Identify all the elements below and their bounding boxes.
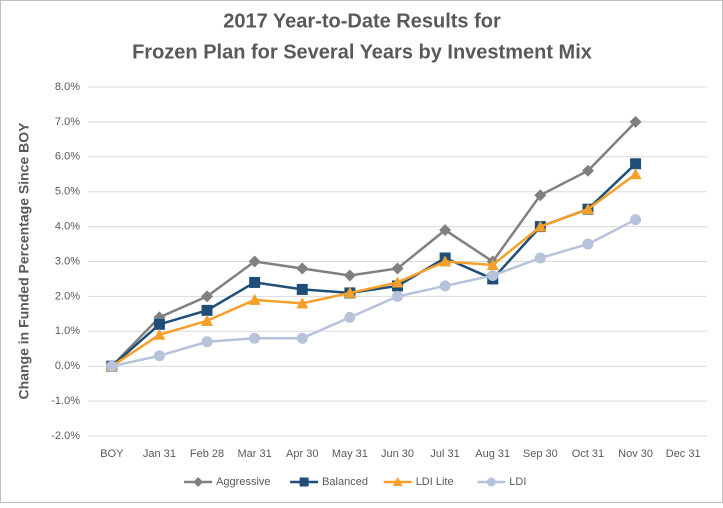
marker (201, 314, 214, 326)
x-tick-label: Nov 30 (618, 448, 653, 460)
marker (487, 269, 499, 281)
marker (439, 280, 451, 292)
marker (296, 283, 308, 295)
marker (106, 360, 118, 372)
x-tick-label: Oct 31 (572, 448, 604, 460)
marker (581, 164, 594, 177)
legend-label: LDI Lite (416, 476, 454, 488)
y-tick-label: 6.0% (55, 151, 80, 163)
x-tick-label: Jan 31 (143, 448, 176, 460)
x-tick-label: Dec 31 (666, 448, 701, 460)
series-line (110, 121, 637, 368)
marker (581, 203, 594, 215)
marker (296, 332, 308, 344)
y-tick-label: 4.0% (55, 221, 80, 233)
marker (582, 238, 594, 250)
y-tick-label: -1.0% (51, 395, 80, 407)
marker (248, 255, 261, 268)
x-tick-label: May 31 (332, 448, 368, 460)
series-line (111, 173, 637, 368)
y-tick-label: 7.0% (55, 116, 80, 128)
y-tick-label: 0.0% (55, 360, 80, 372)
marker (201, 336, 213, 348)
marker (486, 477, 496, 487)
marker (486, 258, 499, 270)
marker (629, 168, 642, 180)
y-tick-label: 5.0% (55, 186, 80, 198)
x-tick-label: BOY (100, 448, 124, 460)
marker (153, 350, 165, 362)
y-axis-label: Change in Funded Percentage Since BOY (16, 122, 32, 400)
marker (391, 262, 404, 275)
marker (392, 477, 403, 486)
chart-title: 2017 Year-to-Date Results for (223, 10, 501, 32)
marker (201, 290, 214, 303)
marker (249, 332, 261, 344)
x-tick-label: Aug 31 (475, 448, 510, 460)
legend-label: LDI (509, 476, 526, 488)
marker (629, 115, 642, 128)
marker (534, 189, 547, 202)
marker (296, 262, 309, 275)
y-tick-label: -2.0% (51, 430, 80, 442)
marker (296, 297, 309, 309)
marker (249, 276, 261, 288)
marker (343, 286, 356, 298)
marker (299, 477, 309, 487)
y-tick-label: 1.0% (55, 325, 80, 337)
x-tick-label: Apr 30 (286, 448, 318, 460)
y-tick-label: 3.0% (55, 255, 80, 267)
series-line (111, 218, 637, 368)
marker (534, 252, 546, 264)
marker (392, 290, 403, 302)
legend-label: Balanced (322, 476, 368, 488)
x-tick-label: Jul 31 (430, 448, 459, 460)
x-tick-label: Feb 28 (190, 448, 224, 460)
legend-label: Aggressive (216, 476, 270, 488)
marker (343, 269, 356, 282)
x-tick-label: Mar 31 (238, 448, 272, 460)
marker (201, 304, 213, 316)
x-tick-label: Sep 30 (523, 448, 558, 460)
marker (439, 255, 452, 267)
marker (248, 293, 261, 305)
marker (391, 276, 404, 288)
marker (630, 214, 642, 226)
marker (439, 224, 452, 237)
marker (153, 328, 166, 340)
y-tick-label: 8.0% (55, 81, 80, 93)
marker (153, 318, 165, 330)
y-tick-label: 2.0% (55, 290, 80, 302)
x-tick-label: Jun 30 (381, 448, 414, 460)
chart-title: Frozen Plan for Several Years by Investm… (132, 41, 592, 63)
marker (630, 158, 642, 170)
marker (193, 477, 204, 487)
marker (534, 220, 547, 232)
marker (344, 311, 356, 323)
